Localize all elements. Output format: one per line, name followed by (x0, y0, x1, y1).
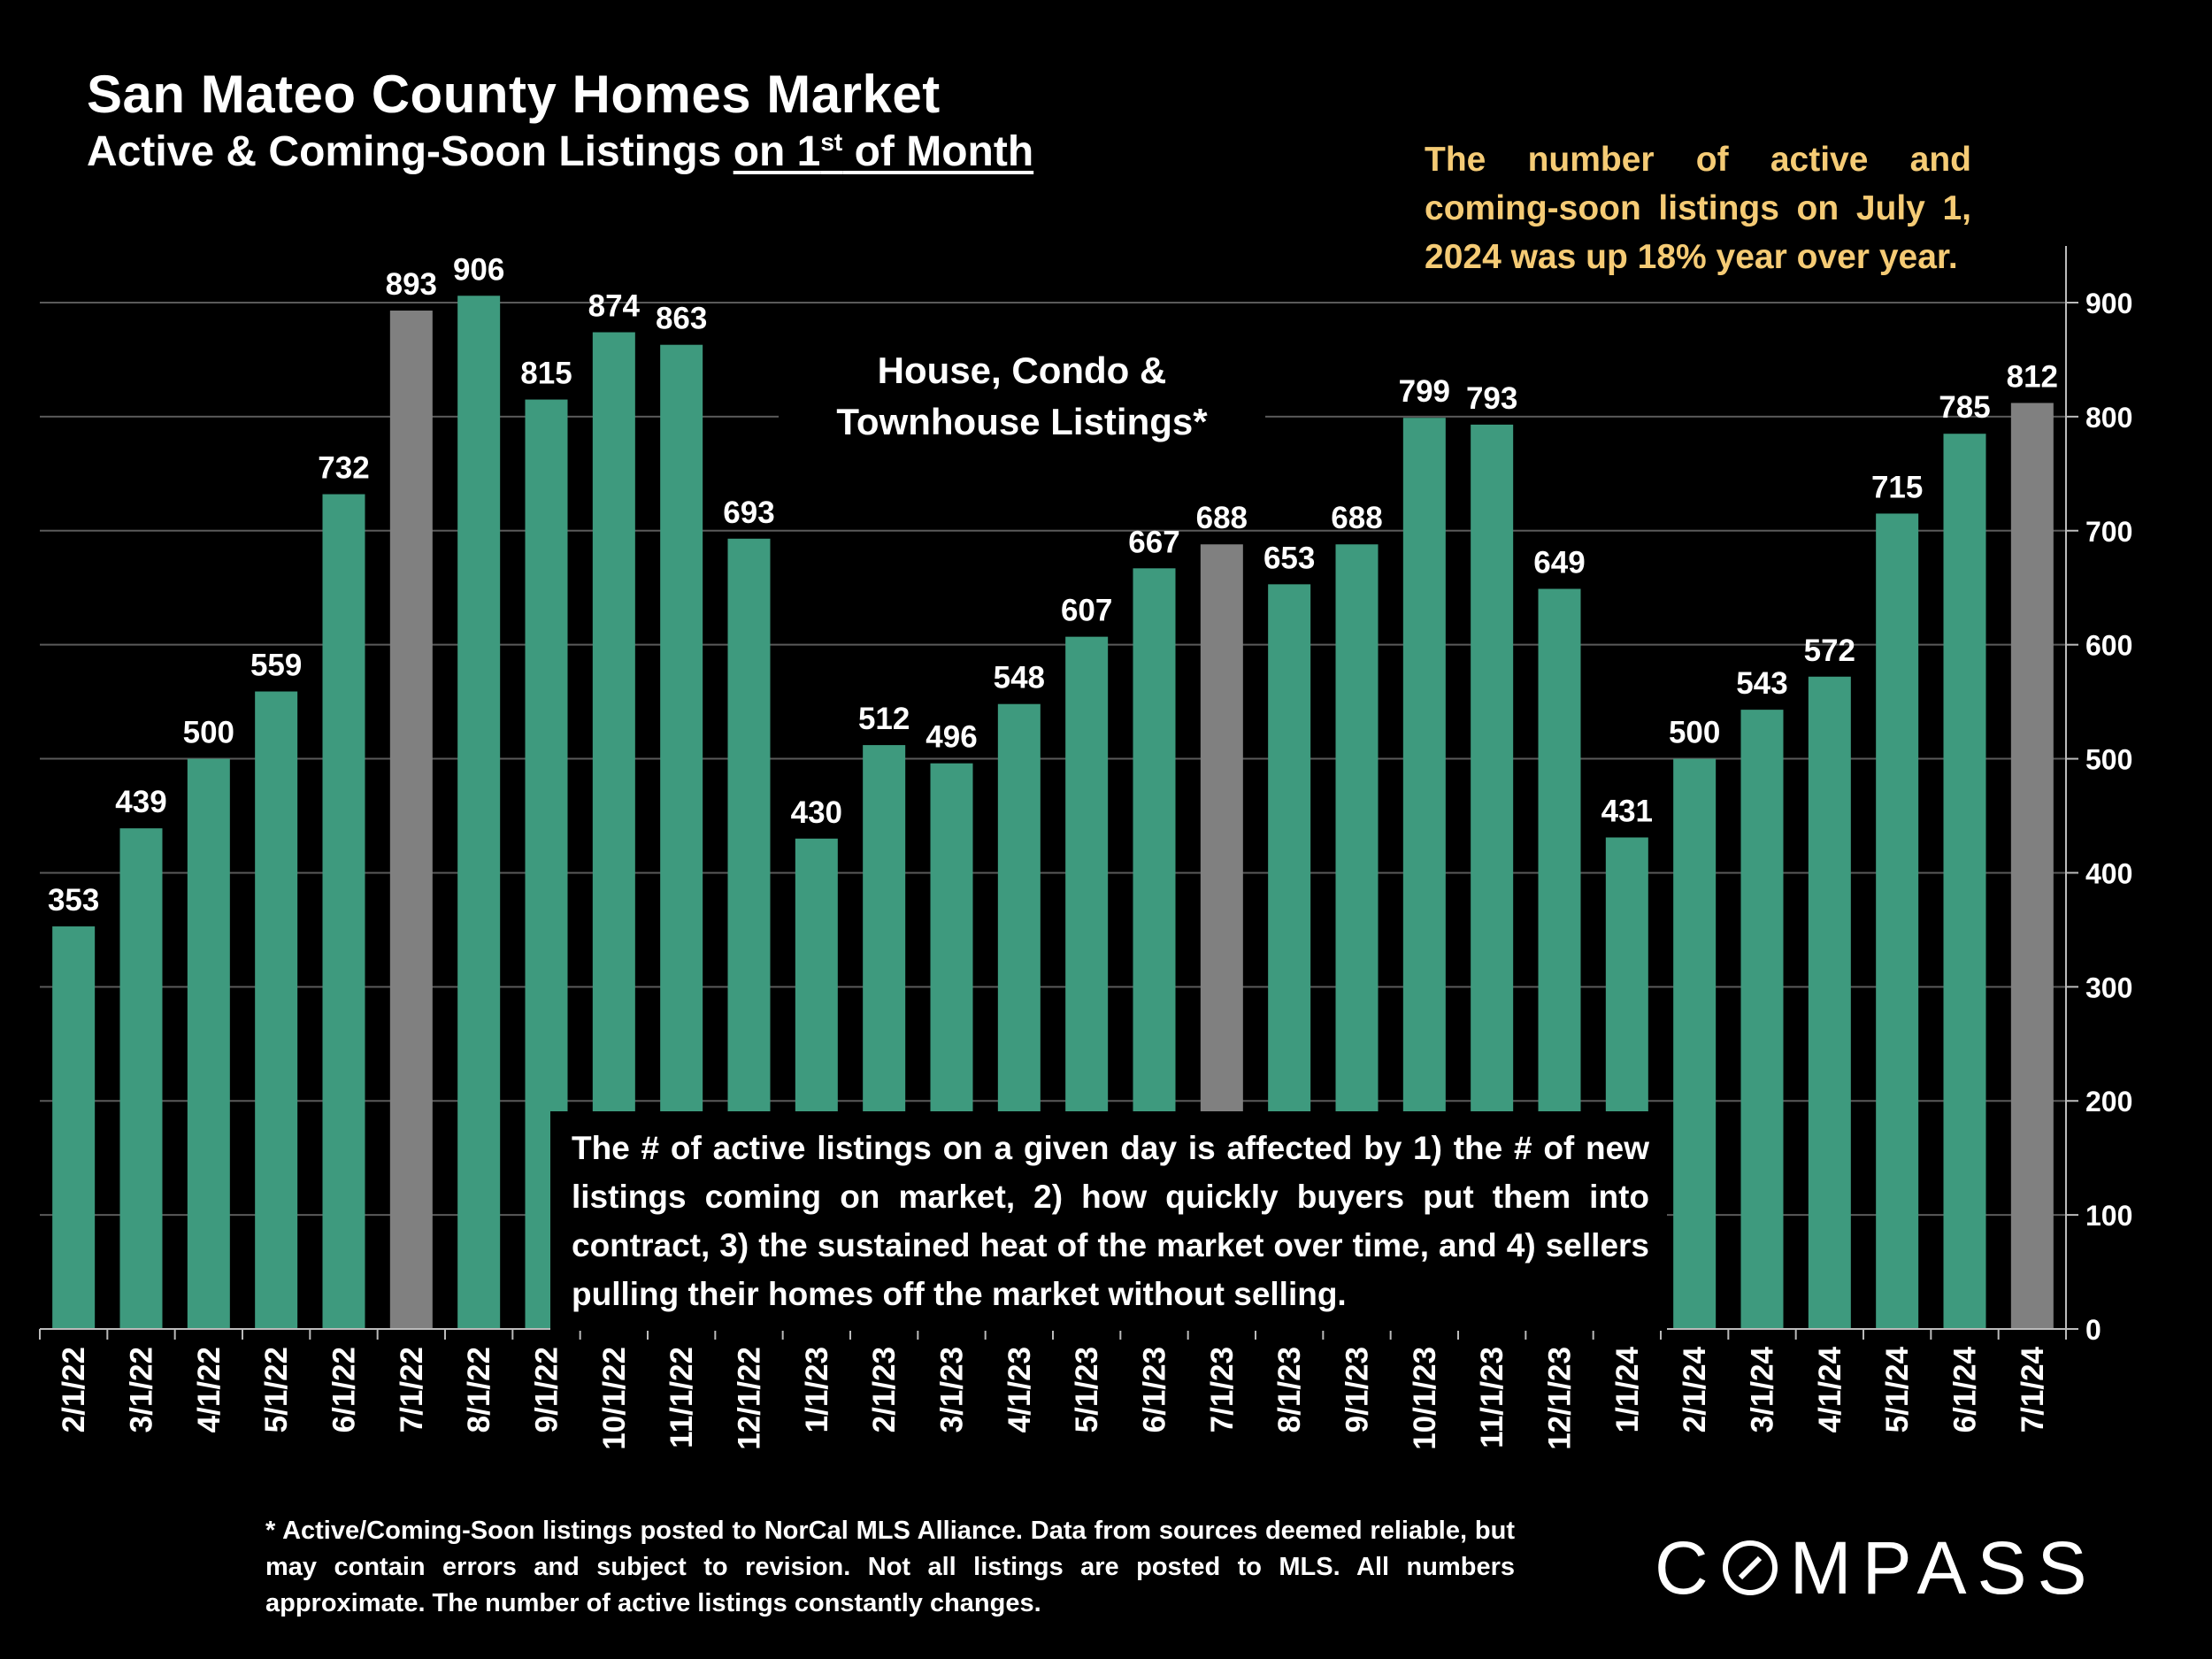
data-label: 430 (791, 795, 842, 830)
chart-subtitle: Active & Coming-Soon Listings on 1st of … (87, 128, 1034, 175)
data-label: 715 (1871, 470, 1923, 504)
x-tick-label: 1/1/23 (800, 1347, 834, 1432)
data-label: 353 (48, 883, 99, 918)
data-label: 688 (1196, 501, 1248, 535)
data-label: 812 (2007, 359, 2058, 394)
x-tick-label: 11/1/22 (664, 1347, 699, 1448)
data-label: 496 (926, 720, 977, 755)
data-label: 688 (1331, 501, 1382, 535)
x-tick-label: 9/1/22 (530, 1347, 565, 1432)
explanatory-note: The # of active listings on a given day … (550, 1111, 1667, 1331)
y-tick-labels: 0 100 200 300 400 500 600 700 800 900 (2085, 288, 2132, 1346)
series-label: House, Condo & Townhouse Listings* (779, 345, 1265, 448)
x-tick-label: 7/1/22 (395, 1347, 429, 1432)
data-label: 906 (453, 252, 504, 287)
x-tick-label: 12/1/22 (733, 1347, 767, 1450)
x-tick-label: 6/1/24 (1948, 1346, 1983, 1432)
data-label: 785 (1939, 390, 1990, 425)
bar (1876, 513, 1919, 1329)
x-tick-label: 9/1/23 (1340, 1347, 1375, 1432)
data-label: 500 (1669, 716, 1720, 750)
bar (187, 758, 230, 1329)
x-tick-label: 4/1/22 (192, 1347, 227, 1432)
bar (1808, 676, 1851, 1329)
x-tick-label: 2/1/22 (57, 1347, 91, 1432)
bar (52, 926, 96, 1329)
data-label: 799 (1399, 374, 1450, 409)
x-tick-label: 6/1/22 (327, 1347, 362, 1432)
data-label: 893 (386, 267, 437, 302)
x-tick-label: 5/1/24 (1880, 1346, 1915, 1432)
logo-o-glyph (1722, 1540, 1778, 1595)
data-label: 572 (1804, 634, 1855, 668)
compass-logo: C MPASS (1655, 1526, 2124, 1609)
x-tick-label: 1/1/24 (1610, 1346, 1645, 1432)
bar (457, 296, 501, 1330)
x-tick-label: 3/1/24 (1746, 1346, 1780, 1432)
x-tick-label: 5/1/23 (1070, 1347, 1104, 1432)
y-tick-label: 100 (2085, 1200, 2132, 1232)
y-tick-label: 0 (2085, 1314, 2101, 1346)
data-label: 793 (1466, 381, 1517, 416)
x-tick-label: 7/1/23 (1205, 1347, 1240, 1432)
y-tick-label: 400 (2085, 857, 2132, 889)
data-label: 653 (1263, 541, 1315, 575)
y-tick-label: 800 (2085, 402, 2132, 434)
yoy-callout: The number of active and coming-soon lis… (1425, 141, 1971, 276)
logo-text-left: C (1655, 1525, 1719, 1609)
y-tick-label: 500 (2085, 744, 2132, 776)
x-tick-label: 3/1/23 (935, 1347, 970, 1432)
bar (2010, 403, 2054, 1329)
data-label: 548 (994, 661, 1045, 695)
x-tick-label: 4/1/24 (1813, 1346, 1847, 1432)
x-tick-label: 3/1/22 (125, 1347, 159, 1432)
x-tick-label: 7/1/24 (2016, 1346, 2050, 1432)
bar (389, 311, 433, 1329)
data-label: 439 (115, 785, 166, 819)
y-tick-label: 900 (2085, 288, 2132, 319)
y-tick-label: 600 (2085, 630, 2132, 662)
bar (1943, 434, 1986, 1329)
y-tick-label: 700 (2085, 516, 2132, 548)
data-label: 667 (1128, 525, 1179, 559)
y-tick-label: 300 (2085, 972, 2132, 1003)
data-label: 559 (250, 649, 302, 683)
data-label: 815 (520, 357, 572, 391)
bar (1673, 758, 1717, 1329)
data-label: 512 (858, 702, 910, 736)
bar (255, 691, 298, 1329)
y-tick-label: 200 (2085, 1086, 2132, 1118)
x-tick-label: 2/1/23 (867, 1347, 902, 1432)
x-tick-label: 8/1/22 (462, 1347, 496, 1432)
x-tick-label: 6/1/23 (1138, 1347, 1172, 1432)
x-tick-label: 12/1/23 (1543, 1347, 1578, 1450)
bar (119, 828, 163, 1329)
footnote: * Active/Coming-Soon listings posted to … (265, 1517, 1515, 1617)
bar (1740, 710, 1784, 1329)
data-label: 607 (1061, 594, 1112, 628)
data-label: 431 (1601, 794, 1653, 828)
x-tick-labels: 2/1/22 3/1/22 4/1/22 5/1/22 6/1/22 7/1/22 8/1/… (57, 1346, 2050, 1449)
x-tick-label: 5/1/22 (259, 1347, 294, 1432)
chart-title: San Mateo County Homes Market (87, 65, 941, 124)
bar (322, 494, 365, 1329)
logo-text-right: MPASS (1789, 1525, 2098, 1609)
data-label: 500 (183, 716, 234, 750)
data-label: 874 (588, 289, 641, 324)
x-tick-label: 10/1/22 (597, 1347, 632, 1450)
x-tick-label: 2/1/24 (1678, 1346, 1712, 1432)
data-labels: 353 439 500 559 732 893 906 815 874 863 693 430 512 4… (48, 252, 2058, 918)
x-tick-label: 8/1/23 (1272, 1347, 1307, 1432)
data-label: 863 (656, 302, 707, 336)
x-tick-label: 10/1/23 (1408, 1347, 1442, 1450)
x-tick-label: 11/1/23 (1475, 1347, 1509, 1448)
data-label: 693 (723, 495, 774, 530)
data-label: 543 (1736, 666, 1787, 701)
x-tick-label: 4/1/23 (1002, 1347, 1037, 1432)
data-label: 732 (318, 451, 369, 486)
data-label: 649 (1533, 546, 1585, 580)
